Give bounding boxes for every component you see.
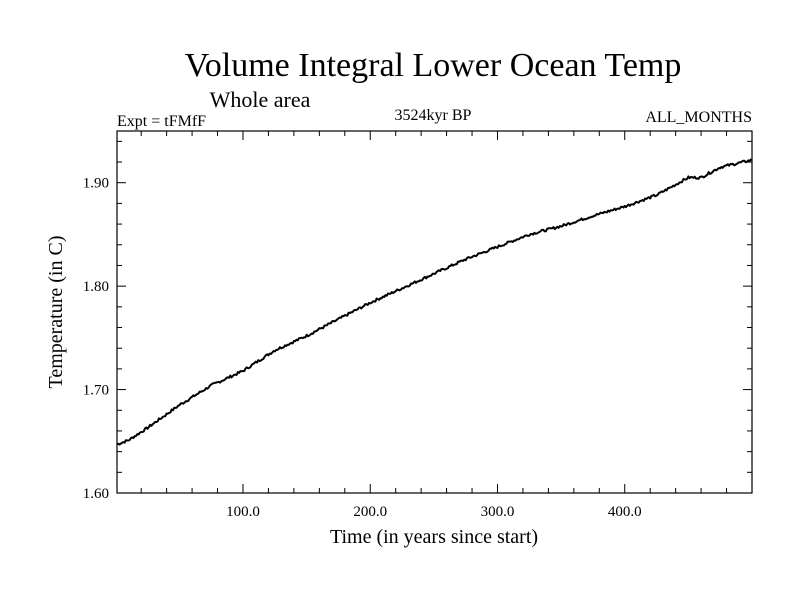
x-tick-label: 300.0 bbox=[481, 504, 515, 520]
x-tick-label: 400.0 bbox=[608, 504, 642, 520]
y-tick-label: 1.70 bbox=[83, 383, 109, 399]
y-tick-label: 1.80 bbox=[83, 279, 109, 295]
y-tick-label: 1.90 bbox=[83, 176, 109, 192]
axis-ticks bbox=[117, 131, 752, 494]
y-axis-label: Temperature (in C) bbox=[45, 236, 67, 389]
series-line bbox=[116, 158, 753, 446]
experiment-label: Expt = tFMfF bbox=[117, 113, 206, 130]
plot-frame bbox=[116, 130, 753, 494]
months-label: ALL_MONTHS bbox=[645, 109, 752, 126]
chart-subtitle: Whole area bbox=[210, 87, 311, 112]
chart-title: Volume Integral Lower Ocean Temp bbox=[185, 47, 682, 84]
x-tick-label: 200.0 bbox=[353, 504, 387, 520]
x-tick-label: 100.0 bbox=[226, 504, 260, 520]
axis-tick-labels: 100.0 200.0 300.0 400.0 1.60 1.70 1.80 1.90 bbox=[83, 176, 642, 520]
y-tick-label: 1.60 bbox=[83, 486, 109, 502]
period-label: 3524kyr BP bbox=[395, 107, 472, 124]
x-axis-label: Time (in years since start) bbox=[330, 526, 538, 548]
